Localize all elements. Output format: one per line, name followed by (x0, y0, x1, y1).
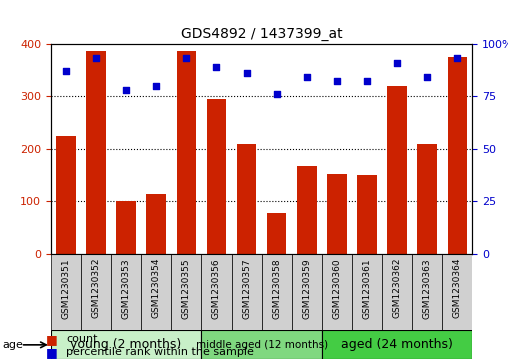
Point (333, 78, 341, 84)
Bar (388, 86, 407, 254)
FancyBboxPatch shape (412, 254, 442, 330)
Text: GSM1230360: GSM1230360 (332, 258, 341, 319)
Text: GSM1230355: GSM1230355 (182, 258, 191, 319)
FancyBboxPatch shape (51, 254, 81, 330)
Point (152, 83, 160, 89)
Text: ■: ■ (46, 346, 57, 359)
FancyBboxPatch shape (201, 254, 232, 330)
FancyBboxPatch shape (442, 254, 472, 330)
Point (273, 91, 281, 97)
Bar (267, 213, 287, 254)
Point (122, 87, 130, 93)
Text: GSM1230352: GSM1230352 (91, 258, 101, 318)
Point (393, 60, 401, 65)
FancyBboxPatch shape (262, 254, 292, 330)
Text: young (2 months): young (2 months) (71, 338, 182, 351)
Point (303, 74, 311, 80)
Text: GSM1230364: GSM1230364 (453, 258, 462, 318)
FancyBboxPatch shape (382, 254, 412, 330)
FancyBboxPatch shape (292, 254, 322, 330)
FancyBboxPatch shape (232, 254, 262, 330)
FancyBboxPatch shape (141, 254, 171, 330)
Point (182, 56, 190, 61)
Bar (418, 143, 437, 254)
Text: GSM1230356: GSM1230356 (212, 258, 221, 319)
Text: ■: ■ (46, 333, 57, 346)
Point (453, 56, 461, 61)
Point (62, 68, 70, 74)
Text: GSM1230358: GSM1230358 (272, 258, 281, 319)
Text: GSM1230363: GSM1230363 (423, 258, 432, 319)
Title: GDS4892 / 1437399_at: GDS4892 / 1437399_at (181, 27, 342, 41)
Bar (327, 174, 346, 254)
Text: GSM1230361: GSM1230361 (363, 258, 371, 319)
FancyBboxPatch shape (201, 330, 322, 359)
Bar (237, 143, 257, 254)
Text: GSM1230359: GSM1230359 (302, 258, 311, 319)
Bar (56, 136, 76, 254)
Bar (207, 99, 226, 254)
FancyBboxPatch shape (322, 254, 352, 330)
Point (92, 56, 100, 61)
Text: middle aged (12 months): middle aged (12 months) (196, 340, 328, 350)
Text: age: age (3, 340, 23, 350)
Bar (297, 166, 316, 254)
Text: GSM1230362: GSM1230362 (393, 258, 402, 318)
Text: percentile rank within the sample: percentile rank within the sample (66, 347, 254, 357)
Bar (146, 193, 166, 254)
Point (363, 78, 371, 84)
FancyBboxPatch shape (171, 254, 201, 330)
Text: GSM1230353: GSM1230353 (121, 258, 131, 319)
Text: GSM1230354: GSM1230354 (152, 258, 161, 318)
Bar (357, 175, 377, 254)
FancyBboxPatch shape (352, 254, 382, 330)
Point (423, 74, 431, 80)
Bar (448, 57, 467, 254)
FancyBboxPatch shape (81, 254, 111, 330)
Text: GSM1230351: GSM1230351 (61, 258, 71, 319)
Point (242, 70, 250, 76)
Bar (86, 52, 106, 254)
Point (212, 64, 220, 70)
Text: GSM1230357: GSM1230357 (242, 258, 251, 319)
Bar (116, 201, 136, 254)
Bar (177, 52, 196, 254)
FancyBboxPatch shape (111, 254, 141, 330)
FancyBboxPatch shape (322, 330, 472, 359)
FancyBboxPatch shape (51, 330, 201, 359)
Text: count: count (66, 334, 98, 344)
Text: aged (24 months): aged (24 months) (341, 338, 453, 351)
